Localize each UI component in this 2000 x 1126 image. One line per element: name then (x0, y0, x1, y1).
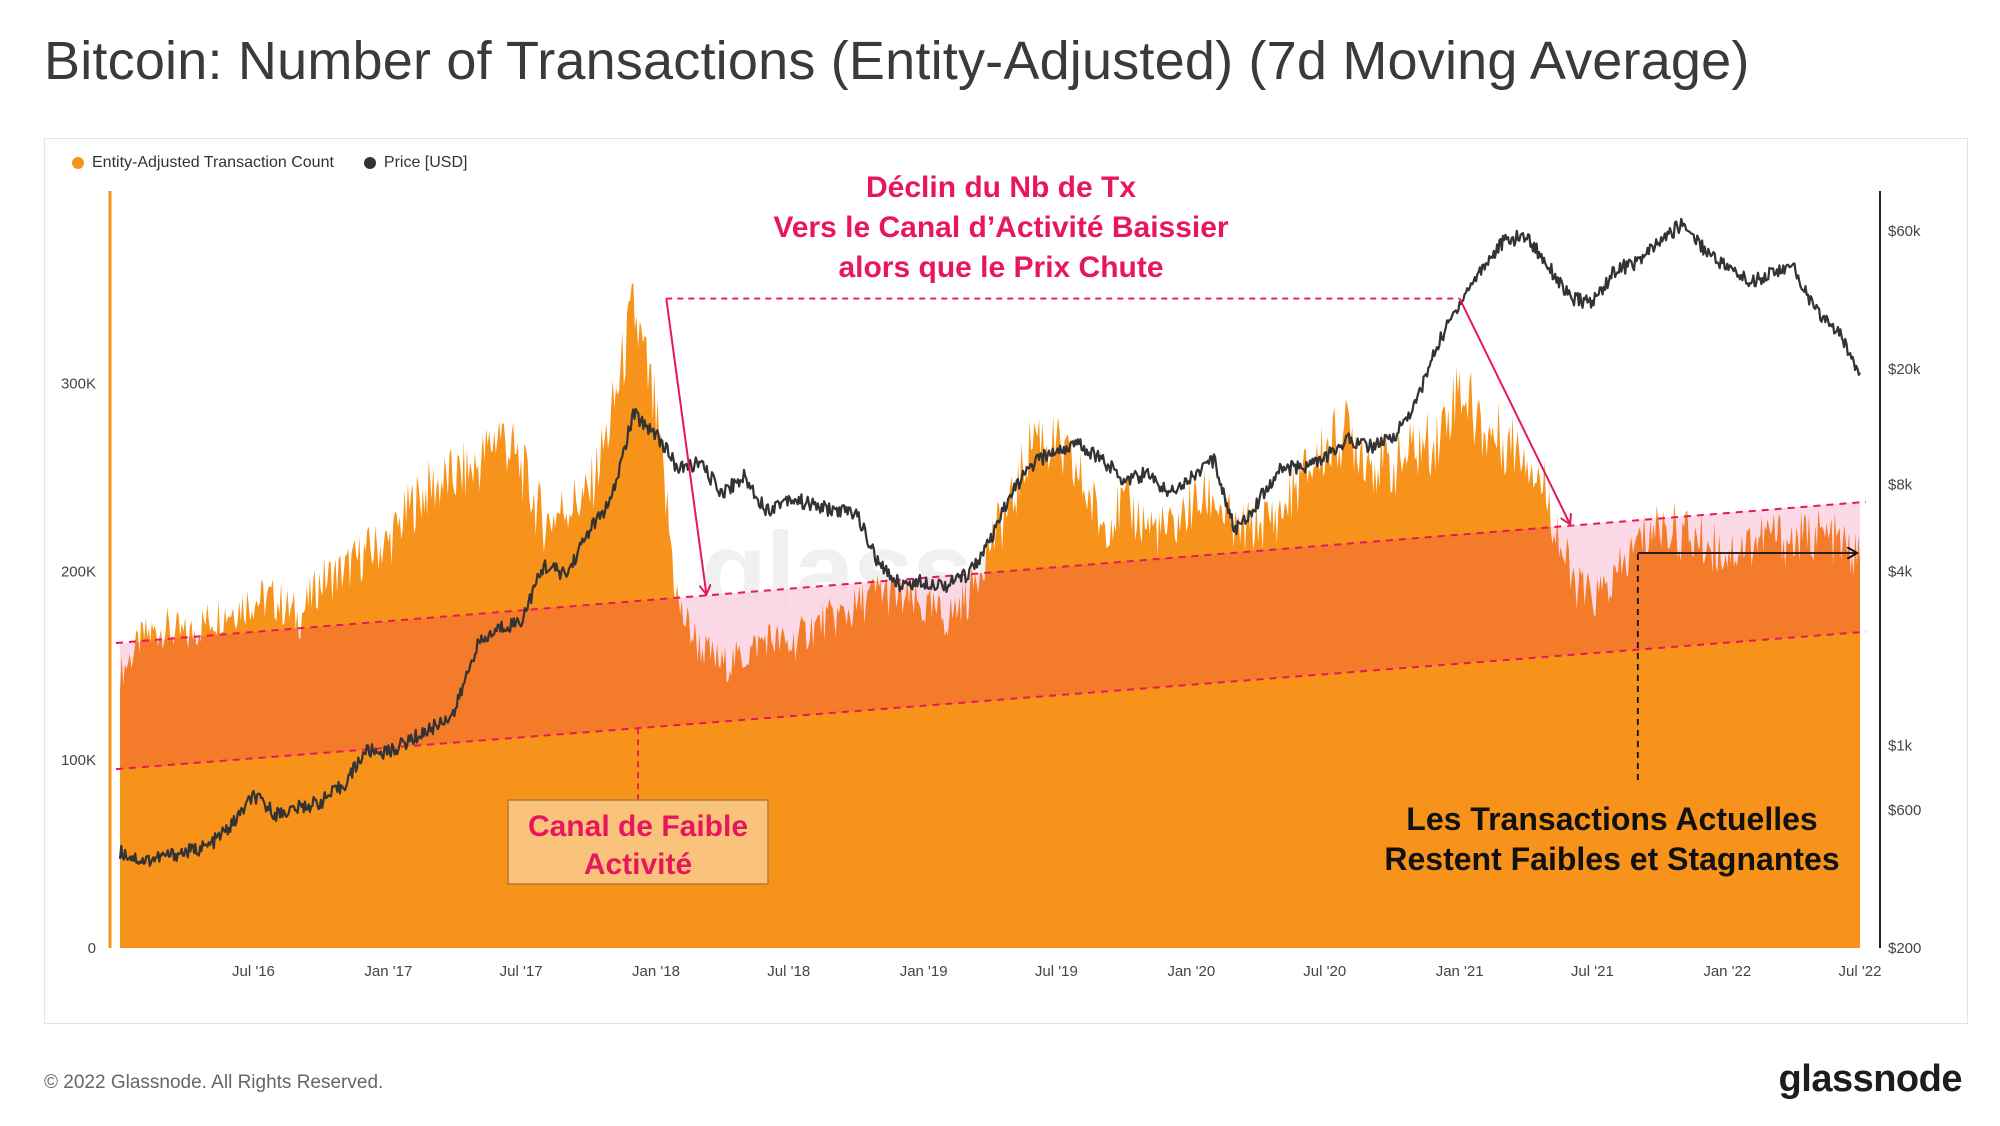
channel-upper-line (115, 500, 1867, 645)
x-tick-label: Jul '21 (1571, 963, 1614, 980)
legend-dot-tx (72, 157, 84, 169)
arrow-to-channel-left (665, 298, 706, 594)
y-right-tick-label: $4k (1888, 564, 1913, 581)
chart-legend: Entity-Adjusted Transaction Count Price … (72, 154, 467, 172)
x-tick-label: Jul '17 (500, 963, 543, 980)
channel-band (120, 501, 1860, 770)
annotation-decline-line2: Vers le Canal d’Activité Baissier (773, 211, 1229, 244)
y-left-tick-label: 100K (61, 752, 96, 769)
price-line (118, 217, 1861, 868)
x-tick-label: Jul '19 (1035, 963, 1078, 980)
y-right-tick-label: $600 (1888, 802, 1921, 819)
chart-title: Bitcoin: Number of Transactions (Entity-… (44, 31, 1750, 91)
x-tick-label: Jan '22 (1703, 963, 1751, 980)
x-tick-label: Jul '18 (767, 963, 810, 980)
y-left-tick-label: 200K (61, 564, 96, 581)
y-left-tick-label: 300K (61, 375, 96, 392)
x-tick-label: Jul '20 (1303, 963, 1346, 980)
legend-dot-price (363, 157, 376, 169)
y-left-tick-label: 0 (88, 940, 96, 957)
y-right-tick-label: $60k (1888, 223, 1921, 240)
legend-label-tx: Entity-Adjusted Transaction Count (92, 154, 334, 171)
x-tick-label: Jan '20 (1167, 963, 1215, 980)
y-right-tick-label: $200 (1888, 940, 1921, 957)
legend-item-tx[interactable]: Entity-Adjusted Transaction Count (72, 154, 334, 172)
x-tick-label: Jan '17 (364, 963, 412, 980)
annotation-stagnant-line2: Restent Faibles et Stagnantes (1384, 841, 1839, 877)
x-tick-label: Jan '21 (1436, 963, 1484, 980)
arrow-to-channel-right (1458, 298, 1570, 524)
x-tick-label: Jan '19 (900, 963, 948, 980)
x-tick-label: Jul '22 (1839, 963, 1882, 980)
y-right-tick-label: $8k (1888, 476, 1913, 493)
channel-label-line1: Canal de Faible (528, 810, 748, 843)
annotation-decline-line1: Déclin du Nb de Tx (866, 171, 1136, 204)
legend-item-price[interactable]: Price [USD] (363, 154, 468, 172)
copyright-text: © 2022 Glassnode. All Rights Reserved. (44, 1072, 384, 1093)
y-right-tick-label: $20k (1888, 361, 1921, 378)
annotation-decline-line3: alors que le Prix Chute (838, 251, 1163, 284)
channel-label-line2: Activité (584, 848, 692, 881)
brand-logo-text: glassnode (1778, 1058, 1963, 1100)
x-tick-label: Jul '16 (232, 963, 275, 980)
x-tick-label: Jan '18 (632, 963, 680, 980)
y-right-tick-label: $1k (1888, 738, 1913, 755)
annotation-stagnant-line1: Les Transactions Actuelles (1406, 801, 1817, 837)
channel-label-box (507, 799, 769, 885)
legend-label-price: Price [USD] (383, 154, 468, 171)
